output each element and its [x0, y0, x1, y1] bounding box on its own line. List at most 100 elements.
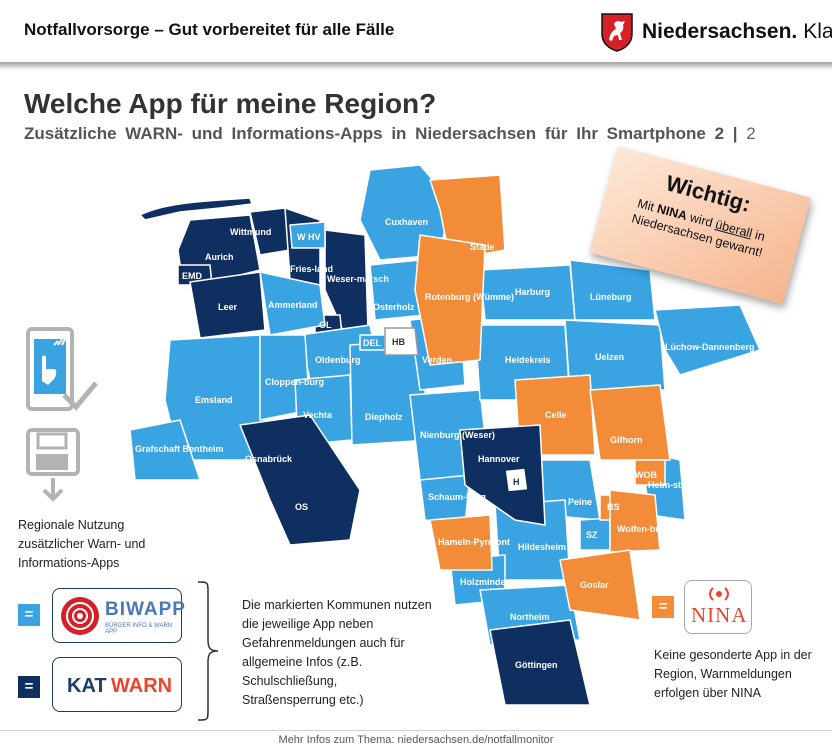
wichtig-post: in	[753, 227, 767, 244]
label-holzminden: Holzminden	[460, 577, 511, 587]
label-diepholz: Diepholz	[365, 412, 403, 422]
label-sz: SZ	[586, 530, 598, 540]
label-celle: Celle	[545, 410, 567, 420]
label-friesland: Fries-land	[290, 264, 333, 274]
header-divider	[0, 62, 832, 70]
region-whv	[289, 221, 326, 249]
island-chain	[139, 197, 253, 221]
footer-divider	[0, 730, 832, 731]
label-ol: OL	[319, 320, 332, 330]
subtitle-text: Zusätzliche WARN- und Informations-Apps …	[24, 124, 738, 143]
label-gifhorn: Gifhorn	[610, 435, 643, 445]
label-os: OS	[295, 502, 308, 512]
label-vechta: Vechta	[303, 410, 333, 420]
region-rotenburg	[414, 234, 486, 366]
label-schaumburg: Schaum-burg	[428, 492, 486, 502]
biwapp-signal-icon	[61, 597, 99, 635]
biwapp-name: BIWAPP	[105, 599, 186, 620]
biwapp-logo: BIWAPP BÜRGER INFO & WARN APP	[52, 588, 185, 643]
region-grafschaft	[129, 419, 201, 481]
label-heidekreis: Heidekreis	[505, 355, 551, 365]
region-hannover	[459, 424, 546, 526]
label-bs: BS	[607, 502, 620, 512]
brand-suffix: Klar.	[803, 20, 832, 43]
header-title: Notfallvorsorge – Gut vorbereitet für al…	[24, 20, 395, 39]
page-number: 2	[746, 124, 756, 143]
nina-name: NINA	[691, 603, 748, 627]
label-h: H	[513, 477, 520, 487]
region-map: Wittmund Aurich EMD W HV Fries-land Wese…	[129, 164, 761, 706]
label-wittmund: Wittmund	[230, 227, 271, 237]
region-goslar	[559, 549, 641, 621]
markierung-description: Die markierten Kommunen nutzen die jewei…	[242, 598, 432, 707]
label-wob: WOB	[635, 470, 657, 480]
region-hameln	[429, 514, 493, 571]
label-oldenburg: Oldenburg	[315, 355, 361, 365]
label-osterholz: Osterholz	[373, 302, 415, 312]
region-leer	[189, 271, 266, 339]
region-osnabrueck	[239, 414, 361, 546]
nina-logo: NINA	[684, 580, 752, 634]
brand-logo: Niedersachsen. Klar.	[600, 12, 832, 52]
save-disk-icon	[26, 428, 80, 502]
label-lueneburg: Lüneburg	[590, 292, 632, 302]
label-cloppenburg: Cloppen-burg	[265, 377, 324, 387]
label-wolfenbuettel: Wolfen-büttel	[617, 524, 674, 534]
footer-text: Mehr Infos zum Thema: niedersachsen.de/n…	[278, 734, 554, 746]
eq-orange-marker: =	[652, 596, 674, 618]
label-cuxhaven: Cuxhaven	[385, 217, 428, 227]
horse-crest-icon	[601, 13, 633, 52]
label-whv: W HV	[297, 232, 321, 242]
region-goettingen	[489, 619, 591, 706]
label-nienburg: Nienburg (Weser)	[420, 430, 495, 440]
label-hannover: Hannover	[478, 454, 520, 464]
region-wob	[634, 459, 666, 486]
label-wesermarsch: Weser-marsch	[327, 274, 389, 284]
biwapp-tagline: BÜRGER INFO & WARN APP	[105, 623, 173, 635]
region-ammerland	[259, 271, 326, 336]
eq-dark-marker: =	[18, 676, 40, 698]
region-hb	[384, 327, 419, 356]
label-northeim: Northeim	[510, 612, 550, 622]
label-helmstedt: Helm-stedt	[648, 480, 695, 490]
label-osnabrueck: Osnabrück	[245, 454, 293, 464]
label-hb: HB	[392, 337, 405, 347]
label-grafschaft: Grafschaft Bentheim	[135, 444, 224, 454]
label-del: DEL	[363, 338, 382, 348]
label-luechow: Lüchow-Dannenberg	[665, 342, 755, 352]
label-verden: Verden	[422, 355, 452, 365]
katwarn-logo: KAT WARN	[52, 657, 182, 712]
region-wolfenbuettel	[609, 489, 661, 553]
legend-text: Regionale Nutzung zusätzlicher Warn- und…	[18, 518, 146, 570]
label-emd: EMD	[182, 271, 203, 281]
top-bar: Notfallvorsorge – Gut vorbereitet für al…	[0, 0, 832, 62]
label-peine: Peine	[568, 497, 592, 507]
region-lueneburg	[569, 259, 656, 321]
label-leer: Leer	[218, 302, 238, 312]
wichtig-pre: Mit	[636, 196, 656, 215]
label-hameln: Hameln-Pyrmont	[438, 537, 510, 547]
label-rotenburg: Rotenburg (Wümme)	[425, 292, 514, 302]
page-title: Welche App für meine Region?	[24, 88, 437, 119]
nina-signal-icon	[709, 587, 729, 601]
nina-description: Keine gesonderte App in der Region, Warn…	[654, 648, 812, 700]
page-subtitle: Zusätzliche WARN- und Informations-Apps …	[24, 124, 756, 144]
region-luechow	[654, 304, 761, 376]
label-harburg: Harburg	[515, 287, 550, 297]
brand-name: Niedersachsen.	[642, 20, 798, 43]
region-gifhorn	[589, 384, 671, 461]
label-hildesheim: Hildesheim	[518, 542, 566, 552]
smartphone-touch-icon	[26, 327, 98, 411]
label-ammerland: Ammerland	[268, 300, 318, 310]
region-h	[504, 467, 529, 493]
label-goslar: Goslar	[580, 580, 609, 590]
label-stade: Stade	[470, 242, 495, 252]
brace-icon	[197, 581, 219, 721]
katwarn-name-b: WARN	[111, 675, 173, 697]
label-goettingen: Göttingen	[515, 660, 558, 670]
eq-light-marker: =	[18, 604, 40, 626]
region-emsland	[164, 334, 266, 461]
label-emsland: Emsland	[195, 395, 233, 405]
label-uelzen: Uelzen	[595, 352, 624, 362]
katwarn-name-a: KAT	[67, 675, 107, 697]
